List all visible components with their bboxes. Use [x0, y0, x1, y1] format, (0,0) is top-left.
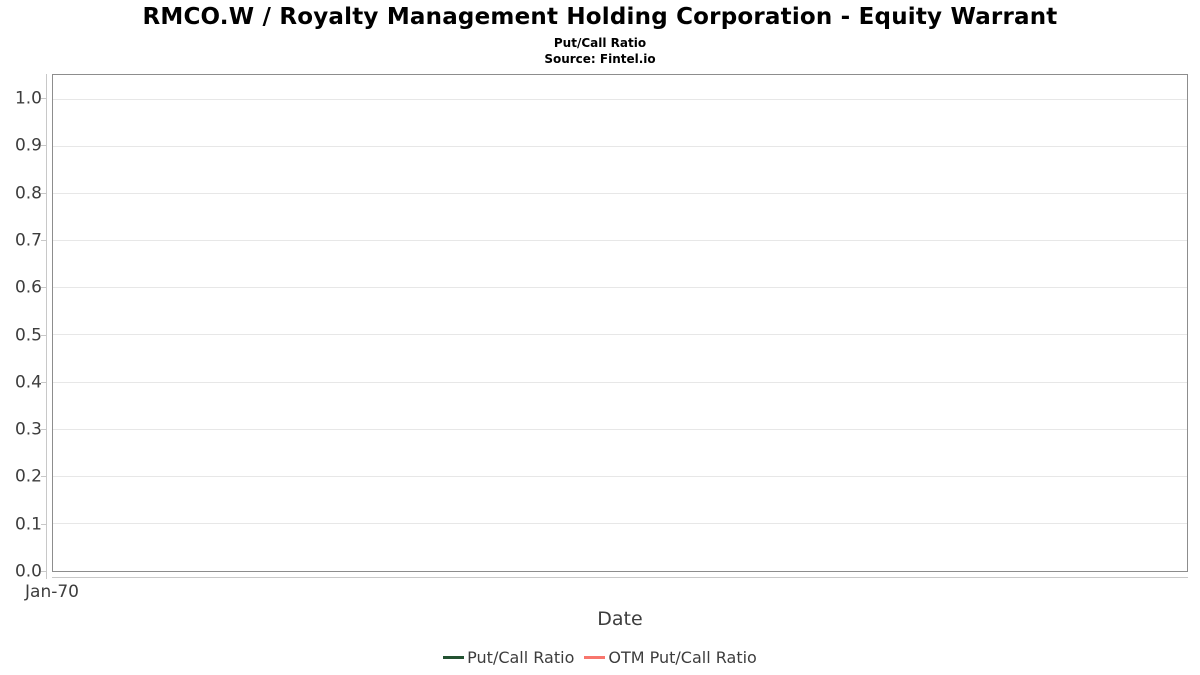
- legend-label-otm-put-call-ratio: OTM Put/Call Ratio: [608, 648, 757, 667]
- y-tick-mark: [41, 145, 47, 147]
- y-tick-mark: [41, 287, 47, 289]
- chart-title: RMCO.W / Royalty Management Holding Corp…: [142, 4, 1058, 30]
- legend-label-put-call-ratio: Put/Call Ratio: [467, 648, 575, 667]
- y-tick-label: 0.4: [14, 372, 42, 393]
- y-tick-label: 1.0: [14, 88, 42, 109]
- plot-area: [52, 74, 1188, 572]
- y-tick-mark: [41, 523, 47, 525]
- y-axis-tick-marks: [41, 74, 47, 572]
- legend-item-put-call-ratio: Put/Call Ratio: [443, 648, 574, 667]
- gridline: [53, 522, 1187, 524]
- y-tick-label: 0.8: [14, 183, 42, 204]
- y-tick-mark: [41, 98, 47, 100]
- y-tick-label: 0.0: [14, 561, 42, 582]
- y-axis-tick-labels: 0.0 0.1 0.2 0.3 0.4 0.5 0.6 0.7 0.8 0.9 1.0: [0, 74, 42, 580]
- put-call-ratio-line-icon: [443, 656, 465, 659]
- y-tick-mark: [41, 571, 47, 572]
- x-axis-title: Date: [597, 608, 643, 630]
- gridline: [53, 240, 1187, 242]
- chart-subtitle: Put/Call Ratio: [553, 36, 647, 50]
- gridline: [53, 98, 1187, 100]
- gridline: [53, 428, 1187, 430]
- gridline: [53, 287, 1187, 289]
- x-axis-tick-label: Jan-70: [25, 582, 79, 602]
- otm-put-call-ratio-line-icon: [584, 656, 606, 659]
- x-axis-line: [52, 577, 1188, 578]
- y-tick-label: 0.9: [14, 135, 42, 156]
- y-tick-label: 0.6: [14, 277, 42, 298]
- y-tick-mark: [41, 334, 47, 336]
- y-tick-label: 0.7: [14, 230, 42, 251]
- gridline: [53, 475, 1187, 477]
- y-tick-label: 0.5: [14, 325, 42, 346]
- y-tick-label: 0.1: [14, 514, 42, 535]
- chart-source: Source: Fintel.io: [544, 52, 656, 66]
- gridline: [53, 381, 1187, 383]
- y-tick-mark: [41, 429, 47, 431]
- gridline: [53, 193, 1187, 195]
- y-tick-mark: [41, 192, 47, 194]
- y-axis-line: [46, 74, 47, 579]
- legend: Put/Call Ratio OTM Put/Call Ratio: [0, 648, 1200, 667]
- gridline: [53, 146, 1187, 148]
- y-tick-mark: [41, 381, 47, 383]
- y-tick-label: 0.2: [14, 466, 42, 487]
- y-tick-label: 0.3: [14, 419, 42, 440]
- legend-item-otm-put-call-ratio: OTM Put/Call Ratio: [584, 648, 757, 667]
- y-tick-mark: [41, 476, 47, 478]
- gridline: [53, 334, 1187, 336]
- y-tick-mark: [41, 239, 47, 241]
